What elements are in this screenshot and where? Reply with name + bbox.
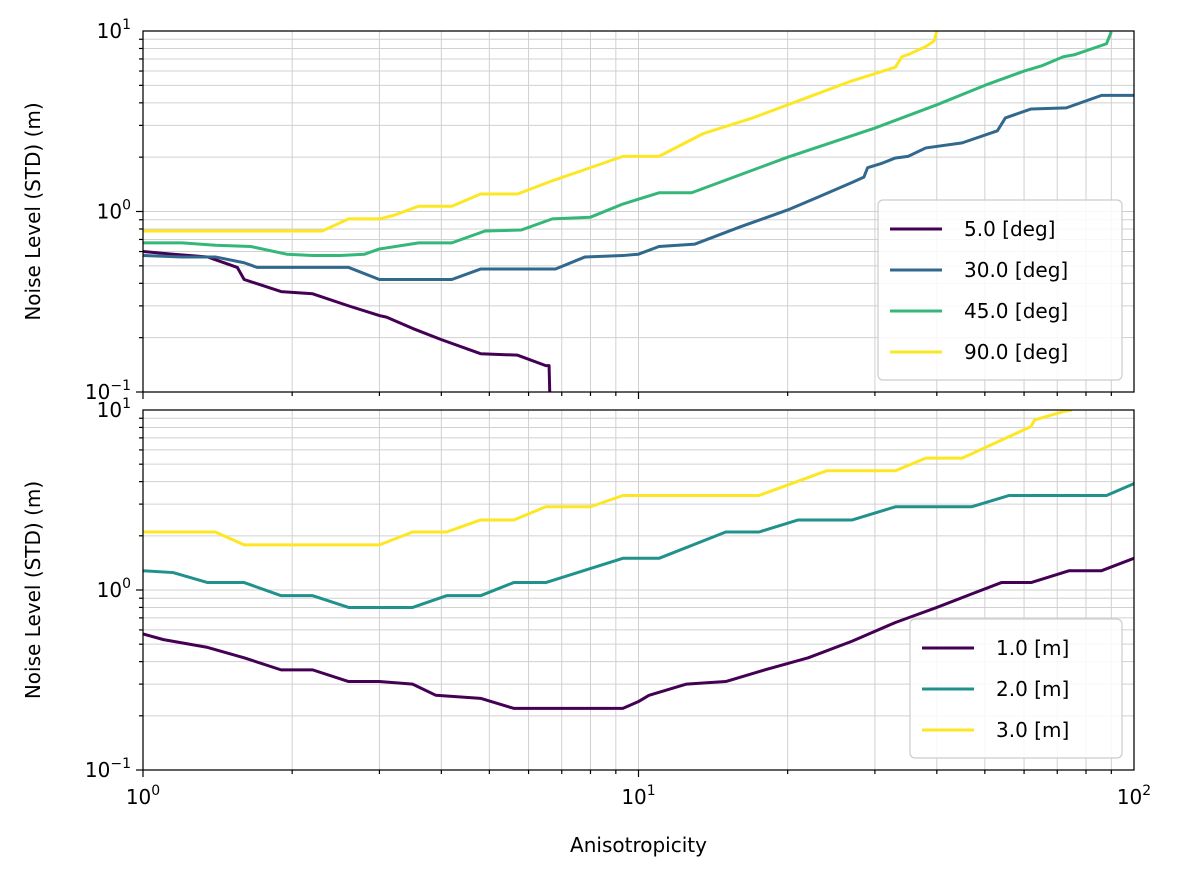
y-tick-label-base: 10 bbox=[85, 380, 110, 404]
legend-label: 5.0 [deg] bbox=[964, 217, 1055, 241]
series-line bbox=[143, 556, 1134, 710]
x-tick-label-exp: 2 bbox=[1142, 783, 1151, 799]
x-tick-label-base: 10 bbox=[126, 785, 151, 809]
y-tick-label-exp: −1 bbox=[110, 756, 131, 772]
legend-label: 30.0 [deg] bbox=[964, 258, 1068, 282]
series-line bbox=[143, 31, 939, 233]
legend-label: 1.0 [m] bbox=[996, 636, 1069, 660]
legend-label: 90.0 [deg] bbox=[964, 340, 1068, 364]
y-tick-label: 10−1 bbox=[85, 378, 131, 404]
y-tick-label-exp: 1 bbox=[122, 396, 131, 412]
x-tick-label: 102 bbox=[1117, 783, 1151, 809]
y-tick-label-base: 10 bbox=[97, 398, 122, 422]
legend-box bbox=[877, 199, 1123, 381]
y-tick-label-base: 10 bbox=[97, 19, 122, 43]
legend-label: 45.0 [deg] bbox=[964, 299, 1068, 323]
y-tick-label: 10−1 bbox=[85, 756, 131, 782]
bottom-ylabel: Noise Level (STD) (m) bbox=[21, 481, 45, 699]
bottom-legend: 1.0 [m] 2.0 [m] 3.0 [m] bbox=[909, 618, 1123, 759]
series-line bbox=[143, 31, 1113, 258]
legend-label: 3.0 [m] bbox=[996, 718, 1069, 742]
top-legend: 5.0 [deg] 30.0 [deg] 45.0 [deg] 90.0 [deg] bbox=[877, 199, 1123, 381]
y-tick-label: 100 bbox=[97, 576, 131, 602]
x-tick-label-base: 10 bbox=[621, 785, 646, 809]
legend-box bbox=[909, 618, 1123, 759]
series-line bbox=[143, 250, 552, 392]
series-line bbox=[143, 482, 1134, 609]
x-tick-label-exp: 1 bbox=[647, 783, 656, 799]
y-tick-label: 101 bbox=[97, 17, 131, 43]
y-tick-label-base: 10 bbox=[85, 758, 110, 782]
y-tick-label: 101 bbox=[97, 396, 131, 422]
top-series-group bbox=[143, 31, 1134, 392]
y-tick-label-exp: 1 bbox=[122, 17, 131, 33]
y-tick-label-base: 10 bbox=[97, 200, 122, 224]
bottom-series-group bbox=[143, 410, 1134, 710]
top-ylabel: Noise Level (STD) (m) bbox=[21, 102, 45, 320]
x-tick-label-exp: 0 bbox=[151, 783, 160, 799]
x-axis-label: Anisotropicity bbox=[570, 833, 707, 857]
x-tick-label: 100 bbox=[126, 783, 160, 809]
legend-label: 2.0 [m] bbox=[996, 677, 1069, 701]
y-tick-label-exp: 0 bbox=[122, 576, 131, 592]
x-tick-label-base: 10 bbox=[1117, 785, 1142, 809]
y-tick-label: 100 bbox=[97, 198, 131, 224]
y-tick-label-base: 10 bbox=[97, 578, 122, 602]
series-line bbox=[143, 93, 1134, 281]
x-tick-label: 101 bbox=[621, 783, 655, 809]
y-tick-label-exp: −1 bbox=[110, 378, 131, 394]
series-line bbox=[143, 410, 1073, 547]
y-tick-label-exp: 0 bbox=[122, 198, 131, 214]
